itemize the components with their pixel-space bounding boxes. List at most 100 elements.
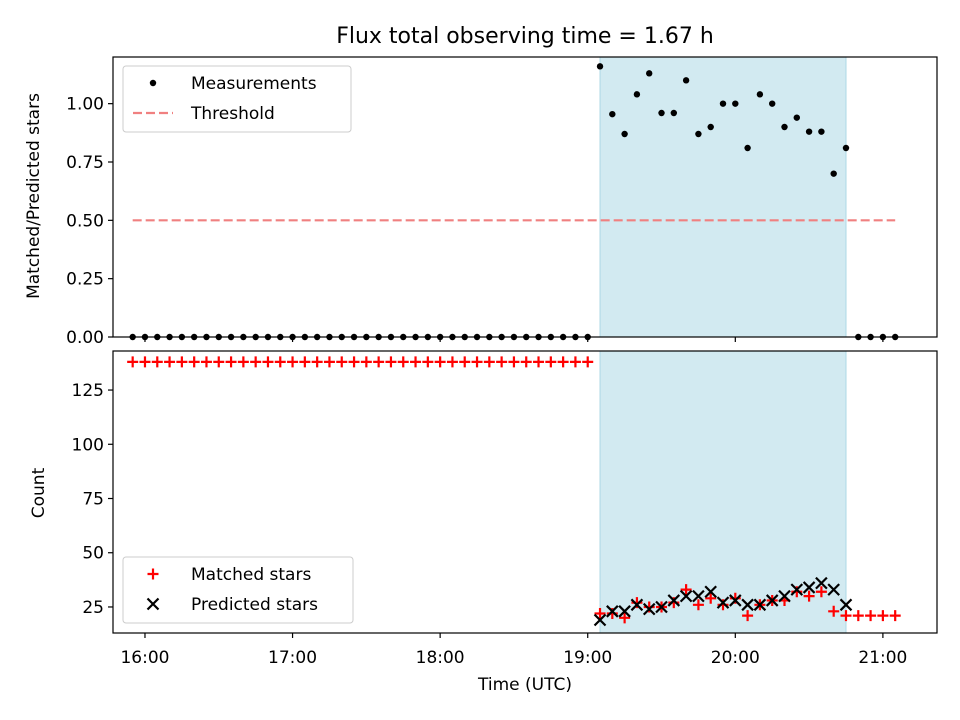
panel-counts: 25 50 75 100 125 16:00 17:00 18:00 19:00 20:00 21:… — [72, 350, 938, 668]
measurement-point — [621, 130, 628, 138]
matched-star-marker — [336, 356, 348, 368]
matched-star-marker — [385, 356, 397, 368]
legend-label: Threshold — [190, 104, 275, 124]
chart-title: Flux total observing time = 1.67 h — [336, 24, 714, 49]
matched-star-marker — [274, 356, 286, 368]
predicted-star-marker — [729, 594, 742, 607]
y-tick-label: 0.00 — [66, 328, 104, 348]
matched-star-marker — [594, 607, 606, 619]
y-tick-label: 100 — [72, 435, 104, 455]
measurement-point — [781, 123, 788, 131]
matched-star-marker — [250, 356, 262, 368]
y-tick-label: 75 — [82, 490, 104, 510]
measurement-point — [756, 91, 764, 98]
predicted-star-marker — [802, 581, 816, 594]
measurement-point — [719, 100, 727, 107]
matched-star-marker — [323, 356, 335, 368]
matched-star-marker — [865, 610, 877, 622]
legend: Measurements Threshold — [122, 65, 352, 133]
y-tick-label: 1.00 — [66, 95, 104, 115]
predicted-star-marker — [655, 600, 668, 614]
legend-box — [122, 65, 352, 133]
observing-window-shade — [599, 56, 847, 338]
matched-star-marker — [692, 599, 704, 611]
measurement-point — [732, 100, 739, 107]
matched-star-marker — [815, 586, 827, 598]
matched-star-marker — [828, 605, 840, 617]
x-axis-label: Time (UTC) — [477, 675, 572, 695]
matched-star-marker — [127, 356, 139, 368]
predicted-star-marker — [778, 589, 791, 603]
y-tick-label: 0.50 — [66, 211, 104, 231]
predicted-star-marker — [716, 596, 730, 609]
matched-star-marker — [569, 356, 581, 368]
legend-label: Matched stars — [191, 565, 311, 585]
matched-star-marker — [840, 610, 852, 622]
measurement-point — [658, 109, 665, 117]
y-tick-label: 25 — [82, 598, 104, 618]
matched-star-marker — [200, 356, 212, 368]
matched-star-marker — [889, 610, 901, 622]
matched-star-marker — [471, 356, 483, 368]
legend-box — [122, 556, 354, 624]
y-tick-label: 0.25 — [66, 270, 104, 290]
matched-star-marker — [225, 356, 237, 368]
predicted-star-marker — [827, 583, 840, 596]
matched-star-marker — [348, 356, 360, 368]
predicted-star-marker — [606, 605, 619, 618]
legend-label: Predicted stars — [191, 595, 318, 615]
predicted-star-marker — [642, 602, 656, 616]
matched-star-marker — [582, 356, 594, 368]
legend-predicted-swatch — [146, 597, 160, 611]
measurement-point — [670, 109, 678, 117]
measurement-point — [707, 123, 714, 131]
matched-star-marker — [852, 610, 864, 622]
matched-star-marker — [360, 356, 372, 368]
y-tick-label: 0.75 — [66, 153, 104, 173]
matched-star-marker — [459, 356, 471, 368]
matched-star-marker — [508, 356, 520, 368]
matched-star-marker — [237, 356, 249, 368]
matched-star-marker — [287, 356, 299, 368]
matched-star-marker — [557, 356, 569, 368]
matched-star-marker — [446, 356, 458, 368]
measurement-point — [744, 144, 751, 152]
predicted-star-marker — [618, 605, 631, 618]
matched-star-marker — [213, 356, 225, 368]
predicted-star-marker — [679, 589, 693, 603]
predicted-star-marker — [753, 598, 767, 612]
matched-star-marker — [410, 356, 422, 368]
measurement-point — [596, 63, 604, 70]
measurement-point — [682, 77, 690, 84]
x-tick-label: 16:00 — [120, 648, 169, 668]
measurement-point — [769, 100, 776, 107]
predicted-star-marker — [741, 598, 754, 612]
measurement-point — [818, 128, 825, 135]
x-tick-label: 19:00 — [563, 648, 612, 668]
matched-star-marker — [176, 356, 188, 368]
matched-star-marker — [803, 590, 815, 602]
matched-star-marker — [311, 356, 323, 368]
matched-star-marker — [619, 612, 631, 624]
y-tick-label: 50 — [82, 544, 104, 564]
measurement-point — [633, 91, 641, 98]
matched-star-marker — [164, 356, 176, 368]
predicted-star-marker — [593, 613, 607, 627]
predicted-star-marker — [839, 598, 853, 612]
legend: Matched stars Predicted stars — [122, 556, 354, 624]
matched-star-marker — [496, 356, 508, 368]
matched-star-marker — [139, 356, 151, 368]
matched-star-marker — [877, 610, 889, 622]
observing-window-shade — [599, 350, 847, 634]
measurement-point — [646, 70, 653, 77]
measurement-point — [842, 144, 850, 152]
predicted-star-marker — [692, 589, 705, 603]
y-axis-label-top: Matched/Predicted stars — [24, 93, 44, 299]
x-tick-label: 21:00 — [858, 648, 907, 668]
legend-label: Measurements — [191, 74, 317, 94]
matched-star-marker — [299, 356, 311, 368]
predicted-star-marker — [765, 594, 779, 607]
legend-measurement-swatch — [149, 79, 157, 87]
series-predicted-stars — [593, 576, 853, 627]
